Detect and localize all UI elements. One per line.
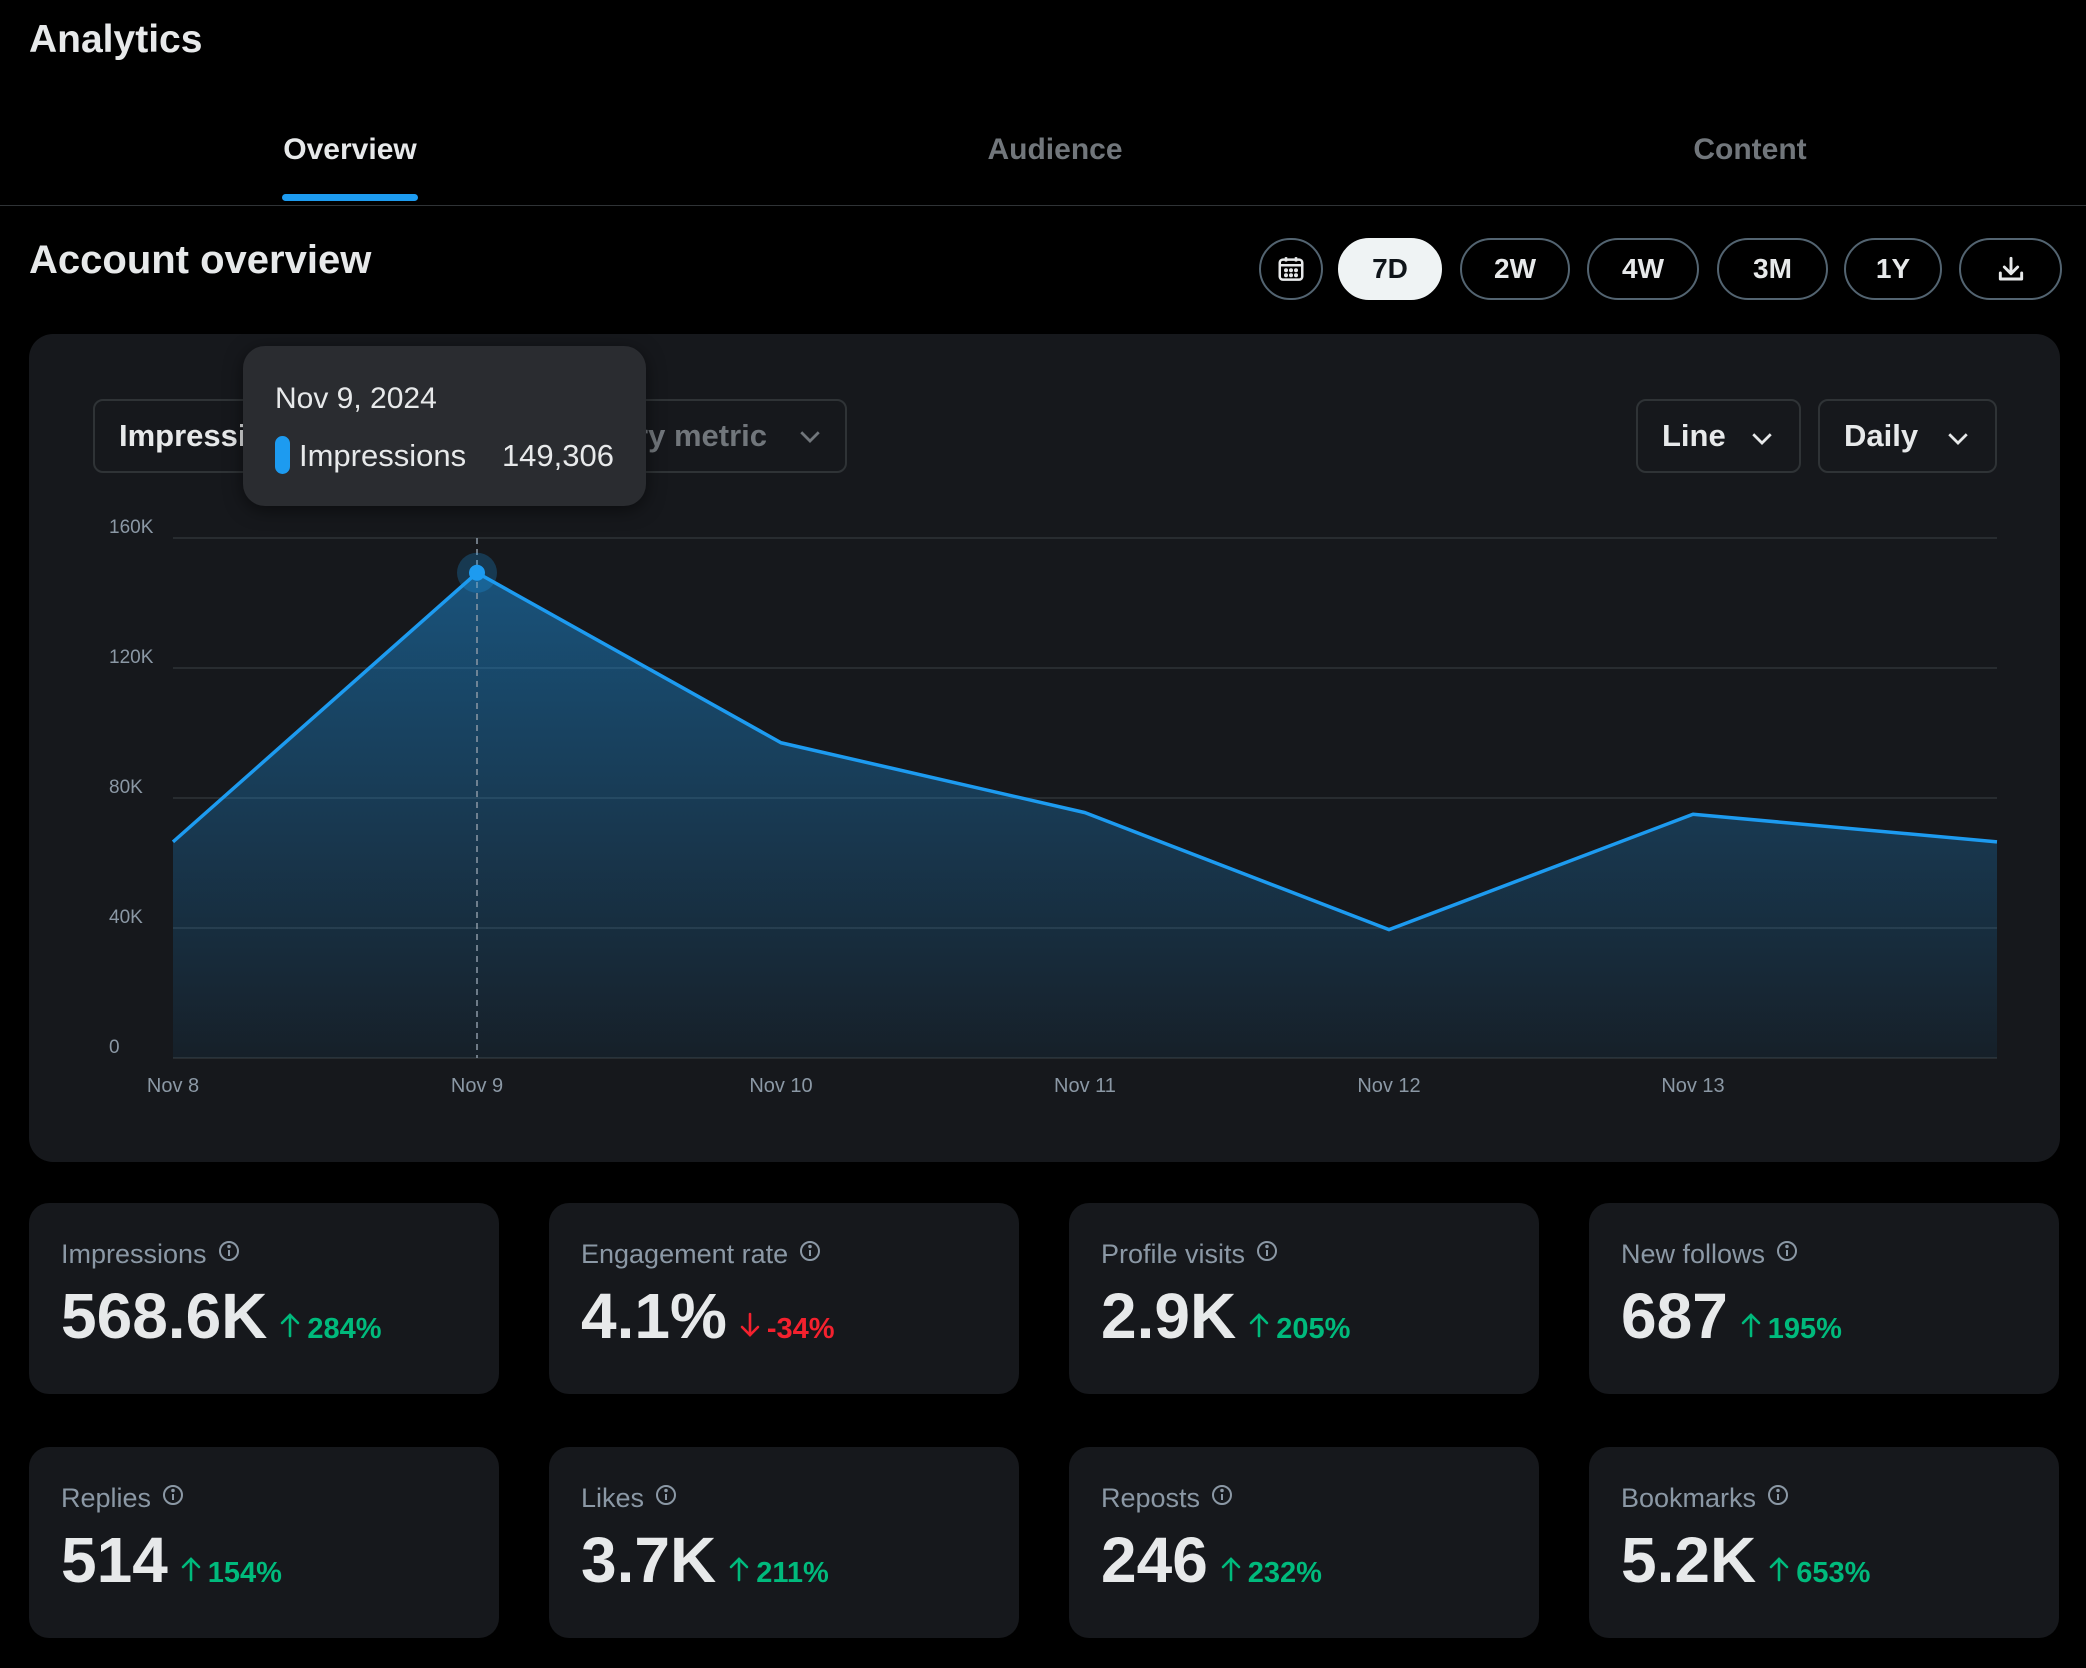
download-icon	[1998, 256, 2023, 281]
metric-label: Reposts	[1101, 1483, 1201, 1513]
chart-type-select[interactable]: Line	[1636, 399, 1801, 473]
chart-type-label: Line	[1662, 418, 1726, 453]
metric-label: New follows	[1621, 1239, 1766, 1269]
metric-change-value: 284%	[307, 1312, 382, 1345]
metric-change: 195%	[1740, 1312, 1842, 1346]
interval-label: Daily	[1844, 418, 1919, 453]
metric-card-reposts: Reposts 246 232%	[1069, 1447, 1539, 1638]
tab-overview[interactable]: Overview	[283, 133, 417, 166]
page-title: Analytics	[29, 18, 203, 61]
tab-audience[interactable]: Audience	[987, 133, 1123, 166]
chevron-down-icon	[1752, 433, 1772, 445]
tooltip-value: 149,306	[501, 438, 614, 473]
metric-card-bookmarks: Bookmarks 5.2K 653%	[1589, 1447, 2059, 1638]
arrow-up-icon	[728, 1556, 750, 1590]
metric-change: 284%	[279, 1312, 382, 1346]
y-tick-label: 120K	[109, 647, 154, 668]
range-7d-button[interactable]: 7D	[1338, 238, 1442, 300]
metric-change: 205%	[1248, 1312, 1350, 1346]
metric-value: 2.9K	[1101, 1280, 1237, 1352]
y-tick-label: 0	[109, 1037, 120, 1058]
metric-change: 154%	[180, 1556, 282, 1590]
x-tick-label: Nov 10	[749, 1075, 812, 1097]
metric-card-new-follows: New follows 687 195%	[1589, 1203, 2059, 1394]
impressions-area	[173, 572, 1997, 1058]
metric-value: 4.1%	[581, 1280, 727, 1352]
metric-value: 246	[1101, 1524, 1208, 1596]
chevron-down-icon	[1948, 433, 1968, 445]
info-icon[interactable]	[1766, 1483, 1790, 1514]
range-4w-button[interactable]: 4W	[1587, 238, 1699, 300]
tooltip-date: Nov 9, 2024	[275, 382, 437, 415]
y-tick-label: 40K	[109, 907, 143, 928]
info-icon[interactable]	[217, 1239, 241, 1270]
metric-change-value: -34%	[766, 1312, 835, 1345]
arrow-down-icon	[739, 1312, 761, 1346]
chart-tooltip: Nov 9, 2024 Impressions 149,306	[243, 346, 646, 506]
metric-label: Replies	[61, 1483, 152, 1513]
x-tick-label: Nov 11	[1054, 1075, 1116, 1097]
metric-change: 232%	[1220, 1556, 1322, 1590]
download-button[interactable]	[1959, 238, 2062, 300]
metric-change-value: 211%	[756, 1556, 829, 1589]
metric-card-impressions: Impressions 568.6K 284%	[29, 1203, 499, 1394]
range-3m-button[interactable]: 3M	[1717, 238, 1828, 300]
tab-bar: Overview Audience Content	[0, 95, 2086, 206]
tooltip-series-label: Impressions	[299, 438, 467, 473]
arrow-up-icon	[1248, 1312, 1270, 1346]
metric-card-likes: Likes 3.7K 211%	[549, 1447, 1019, 1638]
info-icon[interactable]	[654, 1483, 678, 1514]
x-tick-label: Nov 8	[147, 1075, 199, 1097]
metric-value: 5.2K	[1621, 1524, 1757, 1596]
metric-change-value: 232%	[1247, 1556, 1322, 1589]
range-1y-button[interactable]: 1Y	[1844, 238, 1942, 300]
arrow-up-icon	[180, 1556, 202, 1590]
x-tick-label: Nov 13	[1661, 1075, 1724, 1097]
active-tab-indicator	[282, 194, 418, 201]
info-icon[interactable]	[1210, 1483, 1234, 1514]
metric-card-profile-visits: Profile visits 2.9K 205%	[1069, 1203, 1539, 1394]
metric-change: 211%	[728, 1556, 829, 1590]
x-tick-label: Nov 9	[451, 1075, 503, 1097]
arrow-up-icon	[1768, 1556, 1790, 1590]
metric-label: Profile visits	[1101, 1239, 1246, 1269]
info-icon[interactable]	[1255, 1239, 1279, 1270]
section-title: Account overview	[29, 238, 372, 282]
metric-change-value: 154%	[207, 1556, 282, 1589]
range-2w-button[interactable]: 2W	[1460, 238, 1570, 300]
calendar-button[interactable]	[1259, 238, 1323, 300]
info-icon[interactable]	[161, 1483, 185, 1514]
metric-value: 514	[61, 1524, 168, 1596]
metric-value: 568.6K	[61, 1280, 268, 1352]
arrow-up-icon	[279, 1312, 301, 1346]
y-tick-label: 160K	[109, 517, 154, 538]
metric-label: Impressions	[61, 1239, 207, 1269]
chevron-down-icon	[800, 431, 820, 443]
calendar-icon	[1278, 257, 1304, 281]
interval-select[interactable]: Daily	[1818, 399, 1997, 473]
metric-label: Likes	[581, 1483, 645, 1513]
metric-change: 653%	[1768, 1556, 1870, 1590]
x-tick-label: Nov 12	[1357, 1075, 1420, 1097]
metric-value: 687	[1621, 1280, 1728, 1352]
y-tick-label: 80K	[109, 777, 143, 798]
arrow-up-icon	[1740, 1312, 1762, 1346]
metric-change-value: 195%	[1767, 1312, 1842, 1345]
metric-card-engagement-rate: Engagement rate 4.1% -34%	[549, 1203, 1019, 1394]
arrow-up-icon	[1220, 1556, 1242, 1590]
highlight-point	[469, 564, 485, 581]
tab-content[interactable]: Content	[1693, 133, 1807, 166]
metric-value: 3.7K	[581, 1524, 717, 1596]
metric-card-replies: Replies 514 154%	[29, 1447, 499, 1638]
metric-label: Engagement rate	[581, 1239, 789, 1269]
metric-change-value: 205%	[1276, 1312, 1351, 1345]
metric-label: Bookmarks	[1621, 1483, 1757, 1513]
metric-change: -34%	[739, 1312, 835, 1346]
metric-change-value: 653%	[1796, 1556, 1871, 1589]
info-icon[interactable]	[798, 1239, 822, 1270]
info-icon[interactable]	[1775, 1239, 1799, 1270]
tooltip-series-swatch	[275, 436, 290, 474]
